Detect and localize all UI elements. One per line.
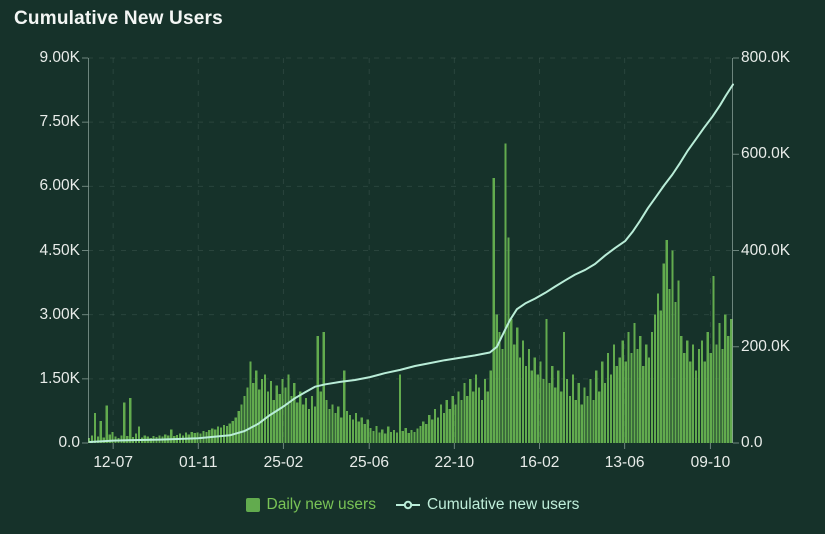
y-axis-left-tick-label: 9.00K — [39, 49, 80, 66]
chart-canvas — [82, 57, 739, 449]
y-axis-right-tick-label: 400.0K — [741, 241, 791, 259]
y-axis-right-tick-label: 0.0 — [741, 434, 763, 451]
axes-layer — [82, 57, 739, 449]
y-axis-left-tick-label: 3.00K — [39, 305, 80, 323]
legend-label-daily: Daily new users — [266, 496, 376, 513]
daily-new-users-bars — [88, 143, 733, 443]
legend: Daily new users Cumulative new users — [0, 496, 825, 514]
x-axis-tick-label: 25-06 — [349, 454, 390, 471]
line-circle-marker-icon — [395, 500, 420, 510]
chart-plot — [82, 57, 739, 449]
y-axis-left-tick-label: 1.50K — [39, 369, 80, 387]
y-axis-left-tick-label: 6.00K — [39, 177, 80, 195]
x-axis-tick-label: 25-02 — [263, 454, 304, 471]
x-axis-tick-label: 22-10 — [434, 454, 475, 471]
y-axis-right-tick-label: 600.0K — [741, 145, 791, 163]
y-axis-left-tick-label: 0.0 — [58, 434, 80, 451]
y-axis-left-tick-label: 7.50K — [39, 113, 80, 131]
y-axis-right-tick-label: 200.0K — [741, 337, 791, 355]
daily-series-swatch-icon — [245, 498, 260, 512]
x-axis-tick-label: 13-06 — [604, 454, 645, 471]
x-axis-tick-label: 16-02 — [519, 454, 560, 471]
legend-item-cumulative-new-users[interactable]: Cumulative new users — [395, 496, 580, 514]
legend-item-daily-new-users[interactable]: Daily new users — [245, 496, 376, 514]
x-axis-tick-label: 09-10 — [690, 454, 731, 471]
y-axis-left-tick-label: 4.50K — [39, 241, 80, 259]
x-axis-tick-label: 12-07 — [93, 454, 133, 471]
x-axis-tick-label: 01-11 — [179, 454, 218, 471]
panel-title: Cumulative New Users — [14, 8, 223, 29]
legend-label-cumulative: Cumulative new users — [426, 496, 580, 513]
y-axis-right-tick-label: 800.0K — [741, 49, 791, 66]
cumulative-new-users-line — [88, 83, 734, 443]
